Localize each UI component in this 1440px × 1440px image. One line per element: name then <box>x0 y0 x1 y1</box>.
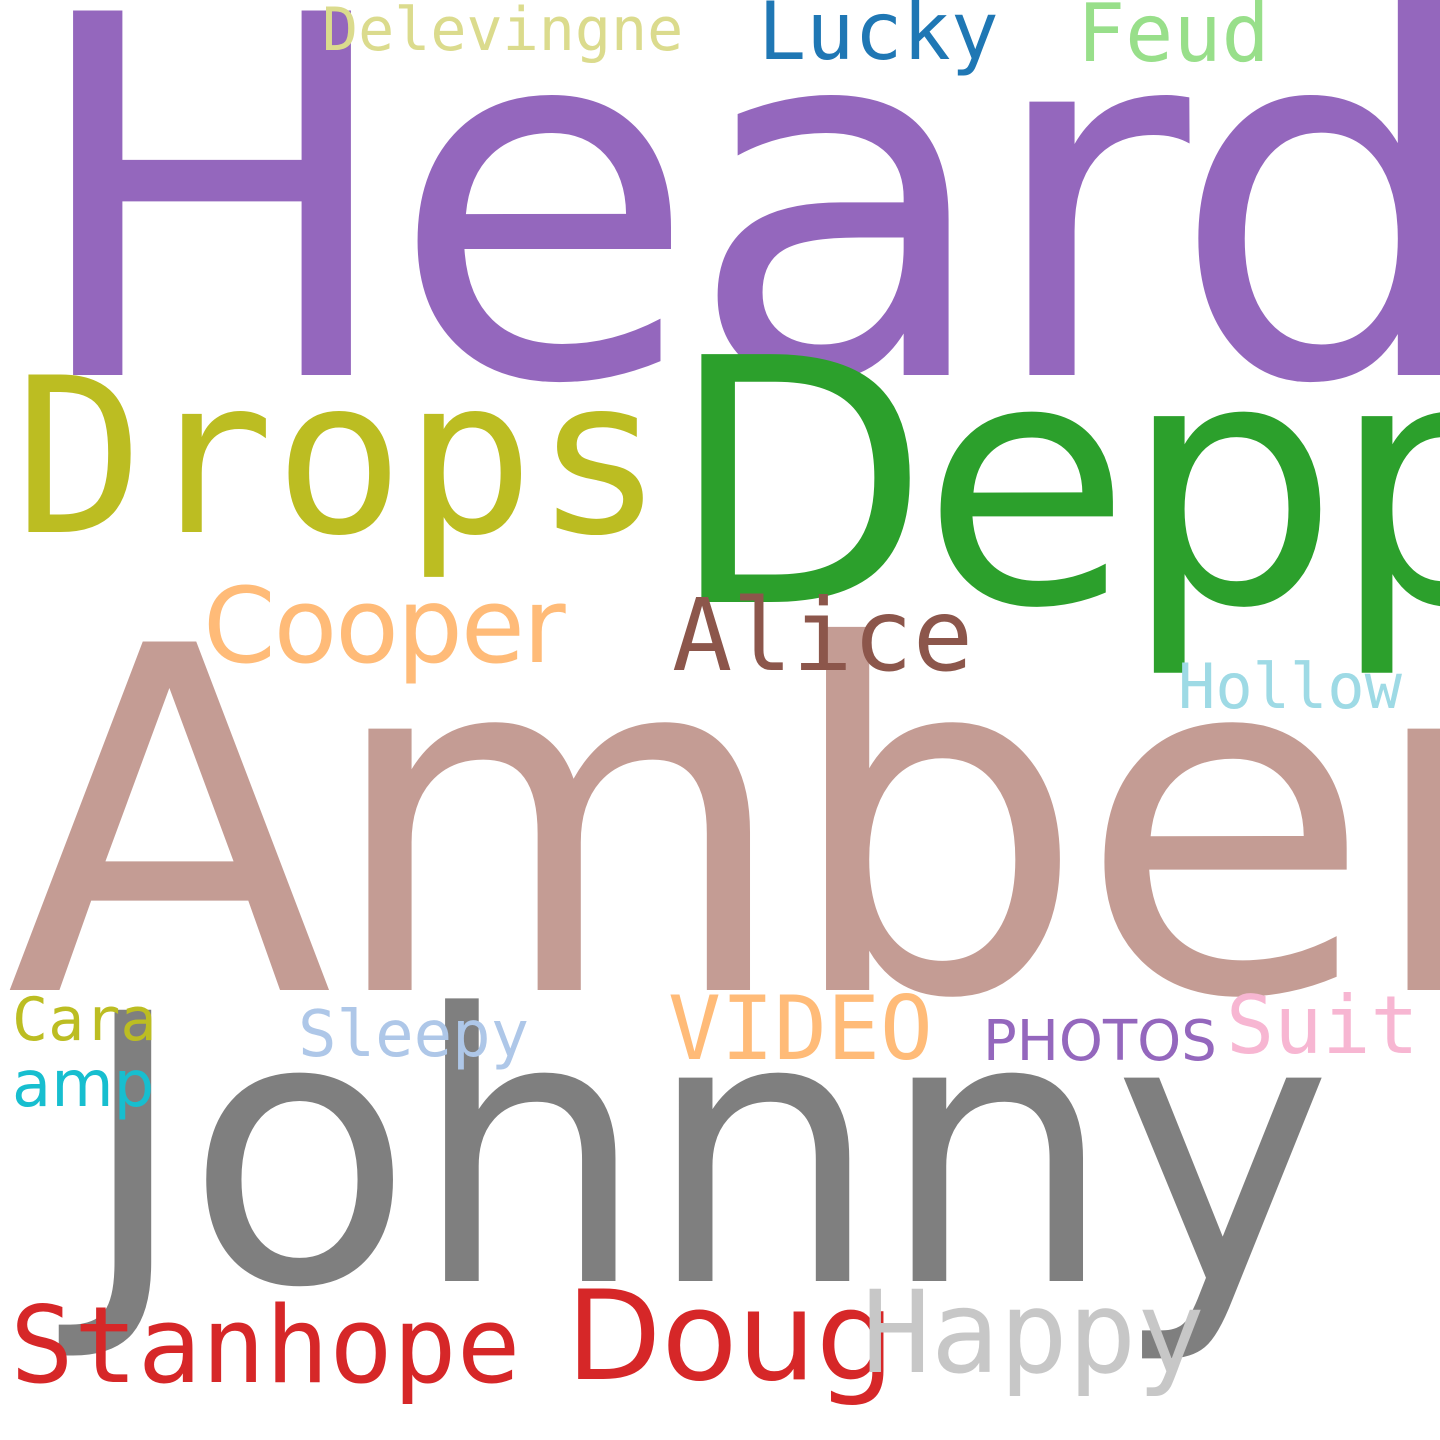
word-johnny: Johnny <box>78 936 1333 1369</box>
word-photos: PHOTOS <box>983 1009 1217 1074</box>
word-cooper: Cooper <box>203 565 566 687</box>
word-depp: Depp <box>668 287 1440 683</box>
word-happy: Happy <box>862 1266 1206 1399</box>
word-amber: Amber <box>6 546 1440 1103</box>
word-feud: Feud <box>1077 0 1270 80</box>
word-suit: Suit <box>1226 979 1419 1072</box>
word-heard: Heard <box>24 0 1440 493</box>
word-delevingne: Delevingne <box>322 0 684 65</box>
word-stanhope: Stanhope <box>10 1284 521 1407</box>
word-lucky: Lucky <box>758 0 999 78</box>
word-sleepy: Sleepy <box>298 998 530 1072</box>
word-alice: Alice <box>672 577 974 694</box>
word-amp: amp <box>12 1048 155 1122</box>
word-drops: Drops <box>14 332 665 583</box>
word-doug: Doug <box>566 1265 895 1409</box>
word-hollow: Hollow <box>1178 650 1402 723</box>
word-cara: Cara <box>12 985 157 1055</box>
word-video: VIDEO <box>668 977 933 1080</box>
